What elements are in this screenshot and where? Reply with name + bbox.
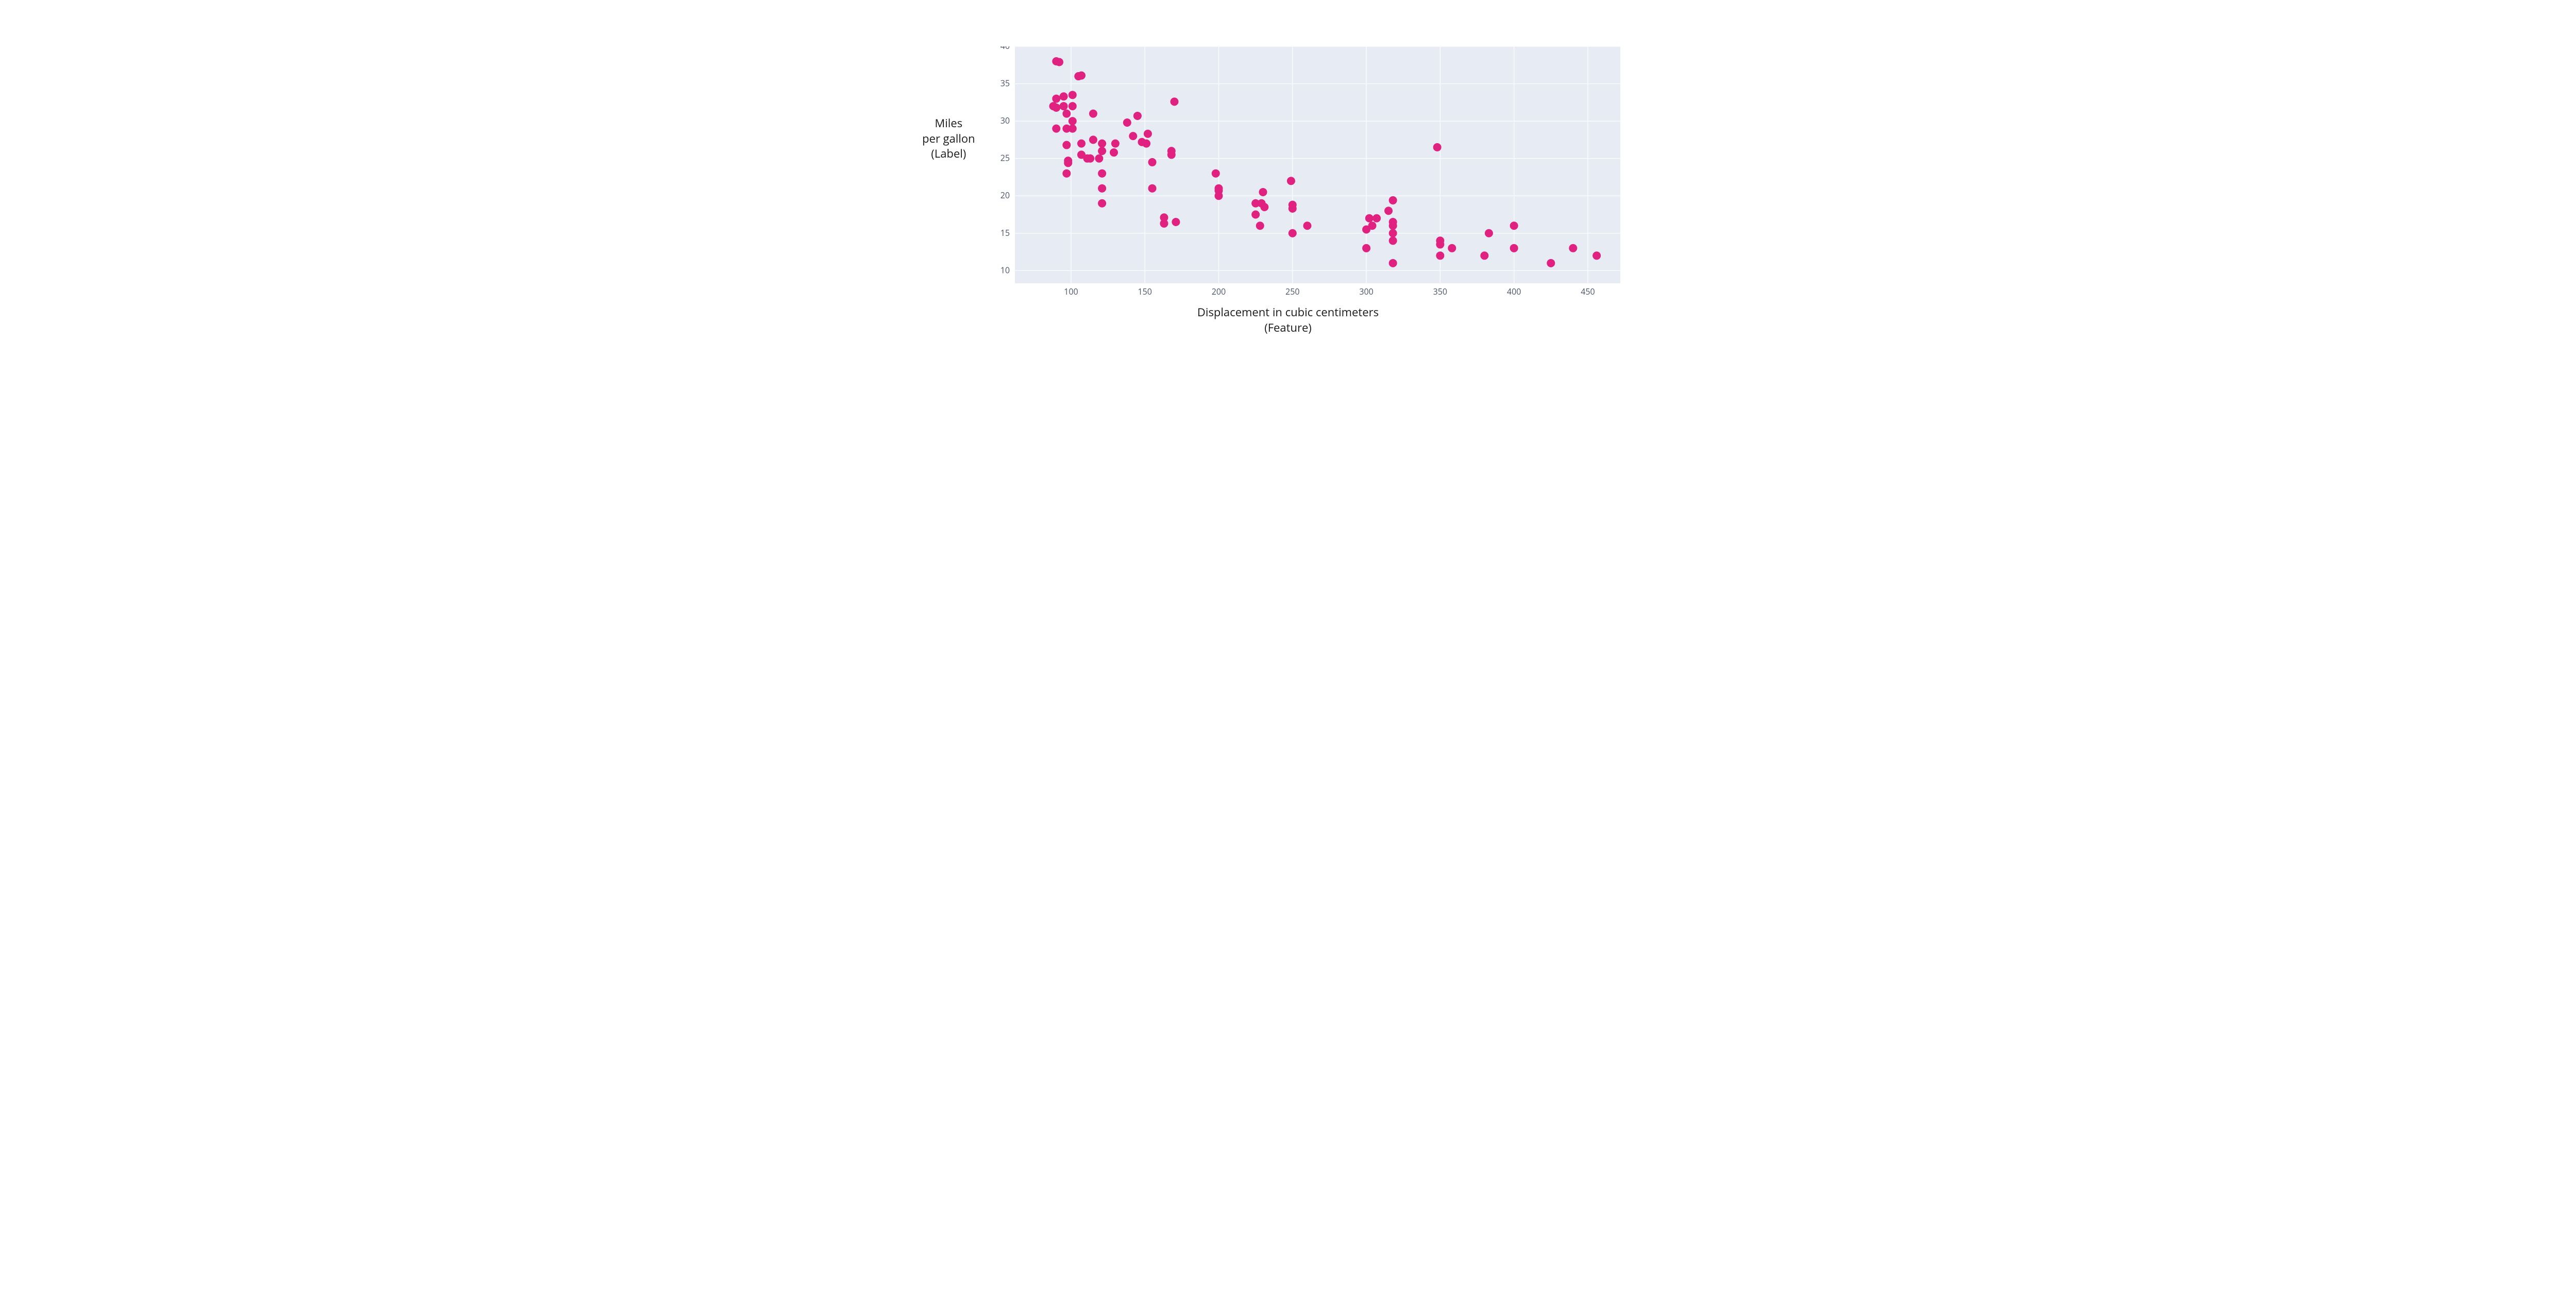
data-point xyxy=(1123,118,1131,127)
data-point xyxy=(1287,177,1295,185)
data-point xyxy=(1289,201,1297,209)
data-point xyxy=(1389,229,1397,237)
y-tick-label: 30 xyxy=(1001,115,1010,126)
data-point xyxy=(1089,135,1097,144)
data-point xyxy=(1368,221,1377,230)
data-point xyxy=(1148,158,1157,166)
data-point xyxy=(1485,229,1493,237)
data-point xyxy=(1171,97,1179,106)
data-point xyxy=(1060,92,1068,100)
data-point xyxy=(1251,210,1260,218)
data-point xyxy=(1592,251,1601,260)
data-point xyxy=(1172,218,1180,226)
xlabel-line: (Feature) xyxy=(1264,320,1312,335)
data-point xyxy=(1064,157,1072,165)
data-point xyxy=(1052,95,1060,103)
x-tick-label: 450 xyxy=(1581,286,1595,297)
y-tick-label: 35 xyxy=(1001,78,1010,89)
data-point xyxy=(1260,203,1268,211)
data-point xyxy=(1129,132,1137,140)
y-tick-label: 15 xyxy=(1001,227,1010,238)
data-point xyxy=(1142,140,1150,148)
ylabel-line: (Label) xyxy=(931,146,966,161)
data-point xyxy=(1055,58,1063,66)
data-point xyxy=(1259,188,1267,196)
data-point xyxy=(1448,244,1456,252)
data-point xyxy=(1098,169,1106,178)
plot-background xyxy=(1015,46,1620,283)
data-point xyxy=(1077,140,1086,148)
data-point xyxy=(1214,186,1223,195)
data-point xyxy=(1289,229,1297,237)
data-point xyxy=(1480,251,1488,260)
data-point xyxy=(1069,91,1077,99)
xlabel-line: Displacement in cubic centimeters xyxy=(1197,304,1379,320)
x-ticks: 100 150 200 250 300 350 400 450 xyxy=(1064,286,1595,297)
data-point xyxy=(1069,117,1077,125)
data-point xyxy=(1110,148,1118,157)
y-tick-label: 25 xyxy=(1001,152,1010,164)
data-point xyxy=(1098,184,1106,193)
y-axis-label: Miles per gallon (Label) xyxy=(922,116,975,162)
data-point xyxy=(1256,221,1264,230)
data-point xyxy=(1052,104,1060,112)
data-point xyxy=(1077,72,1086,80)
data-point xyxy=(1510,221,1518,230)
data-point xyxy=(1062,110,1071,118)
data-point xyxy=(1569,244,1577,252)
data-point xyxy=(1433,143,1442,151)
data-point xyxy=(1389,259,1397,267)
data-point xyxy=(1365,214,1374,223)
data-point xyxy=(1436,251,1444,260)
ylabel-line: Miles xyxy=(935,115,962,131)
data-point xyxy=(1372,214,1381,223)
data-point xyxy=(1362,244,1370,252)
data-point xyxy=(1167,147,1176,155)
x-tick-label: 100 xyxy=(1064,286,1078,297)
y-tick-label: 10 xyxy=(1001,264,1010,276)
data-point xyxy=(1389,236,1397,245)
x-axis-label: Displacement in cubic centimeters (Featu… xyxy=(902,305,1674,335)
x-tick-label: 300 xyxy=(1359,286,1373,297)
data-point xyxy=(1052,125,1060,133)
data-point xyxy=(1062,169,1071,178)
data-point xyxy=(1095,155,1103,163)
x-tick-label: 200 xyxy=(1212,286,1226,297)
data-point xyxy=(1086,155,1094,163)
data-point xyxy=(1060,102,1068,110)
x-tick-label: 400 xyxy=(1507,286,1521,297)
data-point xyxy=(1212,169,1220,178)
data-point xyxy=(1303,221,1311,230)
chart-container: Miles per gallon (Label) 100 150 200 250 300… xyxy=(902,0,1674,371)
data-point xyxy=(1098,199,1106,208)
x-tick-label: 250 xyxy=(1285,286,1299,297)
ylabel-line: per gallon xyxy=(922,131,975,146)
data-point xyxy=(1160,213,1168,221)
data-point xyxy=(1069,102,1077,110)
data-point xyxy=(1510,244,1518,252)
x-tick-label: 150 xyxy=(1138,286,1151,297)
y-tick-label: 40 xyxy=(1001,46,1010,52)
data-point xyxy=(1089,110,1097,118)
data-point xyxy=(1384,207,1393,215)
data-point xyxy=(1069,125,1077,133)
data-point xyxy=(1547,259,1555,267)
x-tick-label: 350 xyxy=(1433,286,1447,297)
data-point xyxy=(1144,130,1152,138)
y-ticks: 10 15 20 25 30 35 40 xyxy=(1001,46,1010,276)
data-point xyxy=(1389,221,1397,230)
data-point xyxy=(1148,184,1157,193)
data-point xyxy=(1111,140,1120,148)
data-point xyxy=(1098,147,1106,155)
data-point xyxy=(1389,196,1397,204)
data-point xyxy=(1062,141,1071,149)
y-tick-label: 20 xyxy=(1001,190,1010,201)
data-point xyxy=(1133,112,1142,120)
data-point xyxy=(1098,140,1106,148)
scatter-plot: 100 150 200 250 300 350 400 450 10 15 20 25 30 35 40 xyxy=(999,46,1633,304)
data-point xyxy=(1436,236,1444,245)
